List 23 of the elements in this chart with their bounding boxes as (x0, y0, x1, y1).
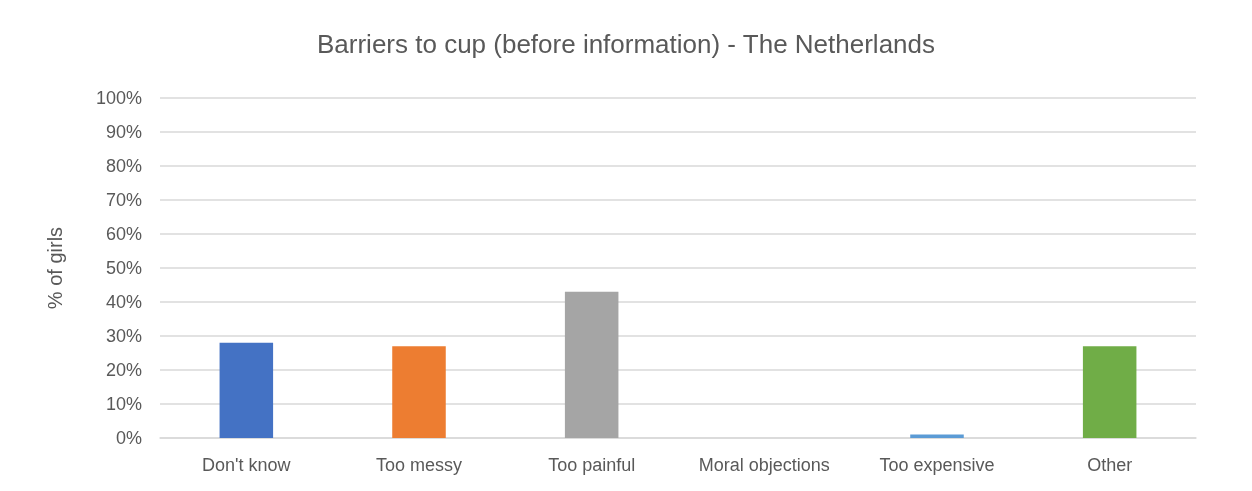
y-tick-label: 0% (115, 428, 142, 448)
x-tick-label: Too painful (548, 455, 636, 475)
bar (219, 342, 274, 438)
y-tick-label: 20% (105, 360, 142, 380)
y-tick-label: 70% (105, 190, 142, 210)
y-tick-label: 30% (105, 326, 142, 346)
bar (392, 346, 446, 438)
y-tick-label: 90% (105, 122, 142, 142)
y-tick-label: 100% (95, 88, 142, 108)
y-tick-label: 40% (105, 292, 142, 312)
y-tick-label: 10% (105, 394, 142, 414)
x-tick-label: Don't know (202, 455, 292, 475)
x-tick-label: Too expensive (879, 455, 995, 475)
y-axis-title: % of girls (44, 226, 66, 310)
x-tick-label: Other (1087, 455, 1133, 475)
bar (1082, 346, 1137, 438)
chart-title: Barriers to cup (before information) - The Netherlands (316, 29, 936, 59)
bar (564, 291, 619, 438)
x-tick-label: Moral objections (698, 455, 830, 475)
x-tick-label: Too messy (375, 455, 463, 475)
y-tick-label: 50% (105, 258, 142, 278)
y-tick-label: 80% (105, 156, 142, 176)
y-tick-label: 60% (105, 224, 142, 244)
